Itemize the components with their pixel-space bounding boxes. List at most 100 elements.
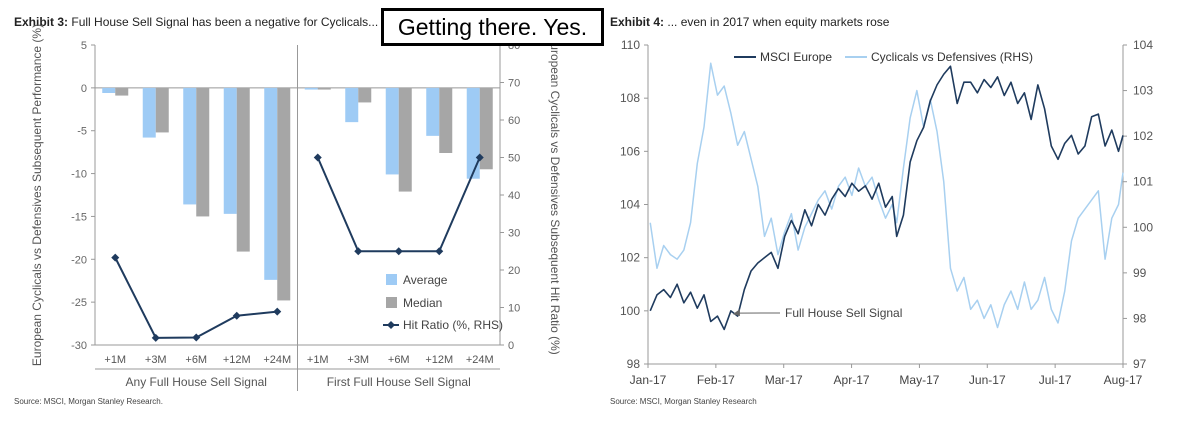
bar-average [345, 87, 359, 123]
legend-swatch-median [386, 297, 397, 308]
bar-average [385, 87, 399, 175]
right-tick-label: 100 [1133, 220, 1153, 234]
left-tick-label: -30 [71, 340, 87, 352]
bar-median [236, 87, 250, 252]
hit-ratio-point [354, 247, 363, 256]
bar-average [223, 87, 237, 214]
category-label: +24M [263, 354, 291, 366]
x-tick-label: Mar-17 [765, 373, 803, 387]
bar-median [155, 87, 169, 133]
right-tick-label: 10 [508, 303, 520, 315]
right-tick-label: 98 [1133, 311, 1147, 325]
x-tick-label: Jun-17 [969, 373, 1006, 387]
category-label: +6M [388, 354, 410, 366]
left-tick-label: 106 [620, 144, 640, 158]
left-tick-label: 100 [620, 304, 640, 318]
annotation-label: Full House Sell Signal [785, 306, 902, 320]
right-tick-label: 102 [1133, 129, 1153, 143]
right-tick-label: 60 [508, 115, 520, 127]
group-label: First Full House Sell Signal [327, 375, 471, 389]
left-tick-label: -10 [71, 169, 87, 181]
group-label: Any Full House Sell Signal [126, 375, 267, 389]
bar-average [264, 87, 278, 280]
annotation-arrowhead [732, 309, 740, 317]
left-tick-label: -5 [77, 126, 87, 138]
hit-ratio-point [273, 307, 282, 316]
bar-average [466, 87, 480, 179]
bar-median [317, 87, 331, 90]
cyclicals-vs-defensives-line [649, 62, 1124, 329]
right-tick-label: 99 [1133, 266, 1147, 280]
bar-median [115, 87, 129, 96]
hit-ratio-point [475, 153, 484, 162]
hit-ratio-point [313, 153, 322, 162]
right-tick-label: 103 [1133, 84, 1153, 98]
right-tick-label: 0 [508, 340, 514, 352]
hit-ratio-point [435, 247, 444, 256]
exhibit-3-title: Exhibit 3: Full House Sell Signal has be… [14, 15, 379, 29]
legend-label-cyclicals: Cyclicals vs Defensives (RHS) [871, 50, 1033, 64]
exhibit-3-source: Source: MSCI, Morgan Stanley Research. [14, 397, 163, 406]
left-tick-label: -25 [71, 297, 87, 309]
bar-average [183, 87, 197, 205]
hit-ratio-point [111, 253, 120, 262]
hit-ratio-point [192, 333, 201, 342]
category-label: +12M [223, 354, 251, 366]
left-tick-label: 110 [621, 38, 640, 52]
bar-median [398, 87, 412, 192]
left-tick-label: 5 [81, 40, 87, 52]
exhibit-4-title: Exhibit 4: ... even in 2017 when equity … [610, 15, 890, 29]
x-tick-label: May-17 [899, 373, 939, 387]
right-tick-label: 30 [508, 228, 520, 240]
x-tick-label: Jul-17 [1039, 373, 1072, 387]
hit-ratio-point [232, 311, 241, 320]
category-label: +1M [104, 354, 126, 366]
left-tick-label: 102 [620, 251, 640, 265]
category-label: +12M [425, 354, 453, 366]
legend-label-average: Average [403, 273, 448, 287]
x-tick-label: Apr-17 [834, 373, 870, 387]
legend-swatch-average [386, 274, 397, 285]
legend-label-hit-ratio: Hit Ratio (%, RHS) [403, 318, 503, 332]
right-tick-label: 40 [508, 190, 520, 202]
category-label: +24M [466, 354, 494, 366]
overlay-caption: Getting there. Yes. [381, 8, 604, 46]
bar-average [426, 87, 440, 136]
category-label: +3M [145, 354, 167, 366]
left-tick-label: 104 [620, 198, 640, 212]
bar-average [102, 87, 116, 93]
bar-median [358, 87, 372, 103]
hit-ratio-point [151, 333, 160, 342]
x-tick-label: Feb-17 [697, 373, 735, 387]
x-tick-label: Aug-17 [1104, 373, 1143, 387]
bar-average [142, 87, 156, 138]
msci-europe-line [649, 65, 1124, 331]
category-label: +3M [347, 354, 369, 366]
left-tick-label: -20 [71, 254, 87, 266]
left-tick-label: -15 [71, 211, 87, 223]
bar-average [304, 87, 318, 90]
right-tick-label: 97 [1133, 357, 1147, 371]
bar-median [277, 87, 291, 301]
bar-median [439, 87, 453, 153]
y2-axis-title: European Cyclicals vs Defensives Subsequ… [548, 35, 562, 354]
bar-median [479, 87, 493, 170]
bar-median [196, 87, 210, 217]
right-tick-label: 50 [508, 153, 520, 165]
legend-marker-hit-ratio [387, 321, 395, 329]
legend-label-msci-europe: MSCI Europe [760, 50, 832, 64]
category-label: +6M [185, 354, 207, 366]
right-tick-label: 70 [508, 78, 520, 90]
exhibit-4-source: Source: MSCI, Morgan Stanley Research [610, 397, 757, 406]
left-tick-label: 98 [627, 357, 641, 371]
category-label: +1M [307, 354, 329, 366]
left-tick-label: 0 [81, 83, 87, 95]
legend-label-median: Median [403, 296, 442, 310]
y-axis-title: European Cyclicals vs Defensives Subsequ… [30, 24, 44, 366]
hit-ratio-point [394, 247, 403, 256]
right-tick-label: 104 [1133, 38, 1153, 52]
left-tick-label: 108 [620, 91, 640, 105]
right-tick-label: 101 [1133, 175, 1153, 189]
